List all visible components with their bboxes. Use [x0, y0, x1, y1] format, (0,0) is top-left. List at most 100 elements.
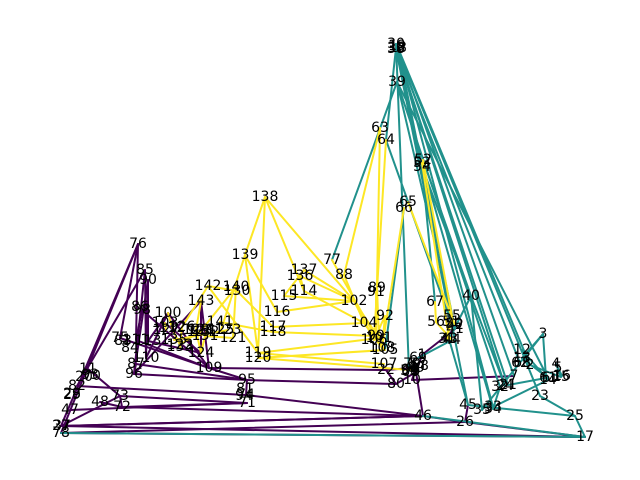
node-label-62: 62 — [511, 355, 529, 371]
edge-17-46 — [422, 415, 586, 438]
edge-78-17 — [60, 432, 586, 438]
edge-53-34 — [421, 162, 494, 410]
node-label-42: 42 — [446, 317, 464, 333]
node-label-117: 117 — [260, 319, 287, 335]
node-label-19: 19 — [388, 38, 406, 54]
node-label-13: 13 — [513, 350, 531, 366]
node-label-135: 135 — [161, 332, 188, 348]
edge-22-80 — [385, 369, 397, 385]
node-label-6: 6 — [542, 370, 551, 386]
node-label-125: 125 — [208, 322, 235, 338]
edge-75-109 — [119, 337, 210, 369]
node-label-123: 123 — [215, 322, 242, 338]
edge-140-134 — [199, 286, 237, 333]
node-label-73: 73 — [111, 388, 129, 404]
edge-44-69 — [417, 339, 453, 359]
node-label-87: 87 — [127, 356, 145, 372]
node-label-132: 132 — [193, 324, 220, 340]
edge-92-108 — [381, 315, 386, 349]
node-label-112: 112 — [159, 320, 186, 336]
node-label-26: 26 — [456, 414, 474, 430]
edge-142-126 — [181, 285, 209, 328]
edge-39-77 — [331, 81, 398, 261]
edge-54-67 — [421, 166, 436, 303]
node-label-130: 130 — [224, 283, 251, 299]
node-label-79: 79 — [403, 356, 421, 372]
edge-120-97 — [257, 357, 411, 371]
node-label-27: 27 — [52, 418, 70, 434]
edge-52-55 — [422, 159, 453, 317]
node-label-25: 25 — [566, 408, 584, 424]
edge-39-61 — [396, 81, 549, 379]
edge-112-122 — [171, 327, 181, 346]
node-label-24: 24 — [496, 378, 514, 394]
edge-77-108 — [331, 259, 383, 349]
node-label-88: 88 — [335, 267, 353, 283]
edge-137-115 — [283, 269, 305, 297]
edge-138-102 — [264, 196, 355, 302]
node-label-53: 53 — [413, 155, 431, 171]
node-label-2: 2 — [526, 357, 535, 373]
node-label-39: 39 — [388, 74, 406, 90]
edge-49-10 — [411, 367, 417, 381]
node-label-3: 3 — [539, 326, 548, 342]
node-label-52: 52 — [414, 152, 432, 168]
node-label-22: 22 — [377, 362, 395, 378]
edge-96-95 — [133, 373, 248, 381]
node-label-103: 103 — [152, 315, 179, 331]
node-label-143: 143 — [188, 293, 215, 309]
node-label-90: 90 — [139, 272, 157, 288]
node-label-97: 97 — [401, 362, 419, 378]
node-label-10: 10 — [403, 372, 421, 388]
edge-121-131 — [204, 335, 234, 339]
node-label-32: 32 — [491, 379, 509, 395]
edge-98-111 — [135, 309, 143, 341]
edge-118-99 — [272, 331, 377, 337]
node-label-28: 28 — [63, 386, 81, 402]
node-label-18: 18 — [389, 40, 407, 56]
edge-43-45 — [448, 338, 469, 406]
node-label-98: 98 — [133, 302, 151, 318]
node-label-122: 122 — [167, 337, 194, 353]
node-label-47: 47 — [61, 402, 79, 418]
edge-96-87 — [133, 363, 137, 375]
node-label-49: 49 — [407, 360, 425, 376]
edge-119-101 — [257, 337, 380, 354]
edge-113-124 — [147, 340, 202, 354]
node-label-136: 136 — [287, 268, 314, 284]
edge-36-24 — [395, 47, 506, 387]
node-label-5: 5 — [554, 360, 563, 376]
node-label-91: 91 — [367, 284, 385, 300]
edge-73-71 — [119, 395, 248, 404]
edge-87-95 — [135, 363, 248, 381]
edge-119-107 — [257, 352, 385, 365]
edge-52-40 — [422, 159, 472, 297]
node-label-108: 108 — [369, 340, 396, 356]
edge-138-114 — [264, 196, 305, 292]
node-label-8: 8 — [408, 360, 417, 376]
node-label-81: 81 — [236, 381, 254, 397]
node-label-67: 67 — [426, 294, 444, 310]
node-label-114: 114 — [291, 283, 318, 299]
node-label-16: 16 — [553, 368, 571, 384]
edge-109-95 — [208, 367, 248, 381]
edge-132-124 — [200, 331, 207, 354]
node-label-68: 68 — [513, 355, 531, 371]
node-label-54: 54 — [413, 159, 431, 175]
node-label-9: 9 — [412, 364, 421, 380]
node-label-21: 21 — [499, 377, 517, 393]
node-label-95: 95 — [238, 372, 256, 388]
node-label-105: 105 — [372, 342, 399, 358]
edge-138-139 — [244, 196, 266, 256]
edge-142-130 — [207, 285, 238, 292]
node-label-1: 1 — [418, 347, 427, 363]
node-label-124: 124 — [188, 345, 215, 361]
node-label-69: 69 — [409, 350, 427, 366]
edge-137-102 — [303, 269, 355, 302]
edge-129-122 — [179, 329, 202, 346]
node-label-29: 29 — [63, 387, 81, 403]
node-label-70: 70 — [83, 368, 101, 384]
edge-139-116 — [244, 254, 278, 313]
node-label-86: 86 — [131, 299, 149, 315]
node-label-83: 83 — [114, 333, 132, 349]
